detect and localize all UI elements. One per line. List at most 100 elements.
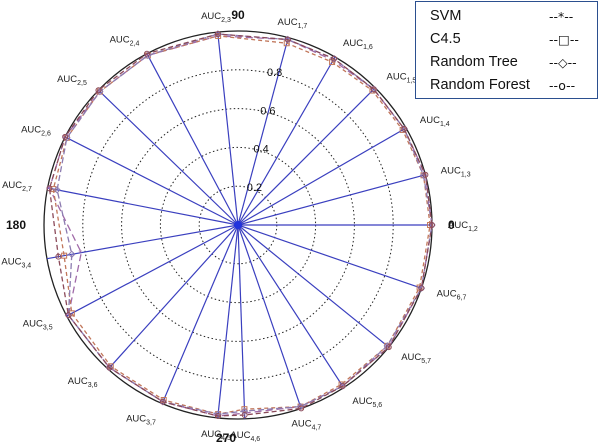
spoke-line — [146, 53, 239, 226]
data-point — [214, 30, 221, 37]
axis-label: AUC2,5 — [57, 74, 87, 87]
axis-label: AUC3,5 — [23, 319, 53, 332]
radial-tick-label: 0.8 — [267, 67, 282, 79]
data-point — [68, 250, 76, 259]
data-point — [241, 412, 248, 419]
data-point — [61, 252, 68, 259]
data-point — [50, 186, 57, 193]
spoke-line — [237, 127, 407, 226]
legend-item-random-tree: Random Tree --◇-- — [416, 52, 597, 74]
legend-item-random-forest: Random Forest --o-- — [416, 75, 597, 97]
axis-label: AUC1,4 — [420, 115, 450, 128]
axis-label-subscript: 3,5 — [43, 325, 53, 332]
data-point — [106, 364, 113, 371]
axis-label-subscript: 4,7 — [312, 425, 322, 432]
radial-tick-label: 0.4 — [253, 144, 268, 156]
data-point — [401, 125, 408, 132]
data-point — [422, 171, 429, 178]
axis-label-subscript: 4,6 — [250, 436, 260, 443]
axis-label: AUC2,4 — [110, 35, 140, 48]
data-point — [385, 344, 392, 351]
axis-label: AUC5,7 — [401, 352, 431, 365]
data-point — [143, 50, 150, 57]
axis-label: AUC1,5 — [387, 72, 417, 85]
data-point — [159, 398, 166, 405]
legend-marker: --*-- — [549, 9, 574, 24]
axis-label-subscript: 1,5 — [407, 78, 417, 85]
angle-label: 0 — [448, 218, 455, 232]
data-point — [418, 285, 425, 292]
spoke-line — [237, 174, 426, 226]
data-point — [65, 312, 72, 319]
axis-label-subscript: 1,3 — [461, 172, 471, 179]
data-point — [296, 402, 305, 411]
legend-label: C4.5 — [430, 31, 461, 47]
axis-label: AUC2,6 — [21, 125, 51, 138]
spoke-line — [98, 89, 239, 226]
axis-label-subscript: 2,7 — [22, 186, 32, 193]
legend-item-c45: C4.5 --□-- — [416, 29, 597, 51]
data-point: * — [422, 171, 426, 182]
legend-item-svm: SVM --*-- — [416, 6, 597, 28]
axis-label-subscript: 2,5 — [77, 80, 87, 87]
data-point — [240, 407, 249, 415]
radial-tick-label: 0.6 — [260, 105, 275, 117]
axis-label: AUC2,3 — [201, 11, 231, 24]
data-point: * — [215, 32, 219, 43]
data-point — [331, 55, 338, 62]
data-point — [339, 383, 346, 390]
axis-label-subscript: 5,6 — [372, 402, 382, 409]
axis-label: AUC3,4 — [1, 257, 31, 270]
spoke-line — [237, 87, 376, 226]
axis-label: AUC5,6 — [352, 396, 382, 409]
axis-label-subscript: 3,4 — [21, 263, 31, 270]
spoke-line — [66, 224, 239, 317]
axis-label-subscript: 3,6 — [88, 382, 98, 389]
legend-marker: --o-- — [549, 78, 576, 93]
angle-label: 180 — [6, 218, 26, 232]
legend-marker: --◇-- — [549, 55, 577, 70]
data-point — [370, 86, 377, 93]
spoke-line — [237, 224, 390, 348]
data-point — [284, 36, 291, 43]
axis-label-subscript: 2,6 — [41, 131, 51, 138]
axis-label-subscript: 1,7 — [298, 23, 308, 30]
axis-label: AUC1,6 — [343, 38, 373, 51]
axis-label: AUC3,6 — [68, 376, 98, 389]
axis-label: AUC1,3 — [441, 166, 471, 179]
data-point — [298, 405, 305, 412]
spoke-line — [237, 56, 336, 226]
data-point — [55, 253, 62, 260]
data-point: * — [215, 412, 219, 423]
spoke-line — [237, 37, 289, 226]
data-point: * — [78, 249, 82, 260]
center-point — [234, 221, 242, 229]
axis-label-subscript: 4,5 — [221, 435, 231, 442]
data-point — [283, 40, 290, 47]
angle-label: 90 — [231, 8, 245, 22]
axis-label-subscript: 1,4 — [440, 121, 450, 128]
spoke-line — [217, 224, 239, 418]
legend-label: SVM — [430, 8, 462, 24]
spoke-line — [46, 224, 239, 260]
axis-label-subscript: 2,4 — [130, 41, 140, 48]
axis-label: AUC4,7 — [292, 419, 322, 432]
legend-label: Random Forest — [430, 77, 530, 93]
axis-label-subscript: 5,7 — [421, 358, 431, 365]
axis-label-subscript: 1,6 — [363, 44, 373, 51]
series-line — [52, 35, 431, 415]
data-point — [62, 133, 69, 140]
axis-label: AUC2,7 — [2, 180, 32, 193]
axis-label-subscript: 6,7 — [457, 294, 467, 301]
spoke-line — [237, 224, 422, 289]
legend-marker: --□-- — [549, 32, 579, 47]
spoke-line — [107, 224, 239, 370]
data-point — [95, 87, 102, 94]
axis-label: AUC1,7 — [278, 17, 308, 30]
axis-label: AUC6,7 — [437, 288, 467, 301]
data-point — [53, 186, 61, 194]
spoke-line — [237, 224, 302, 409]
legend-label: Random Tree — [430, 54, 518, 70]
angle-label: 270 — [216, 431, 236, 445]
